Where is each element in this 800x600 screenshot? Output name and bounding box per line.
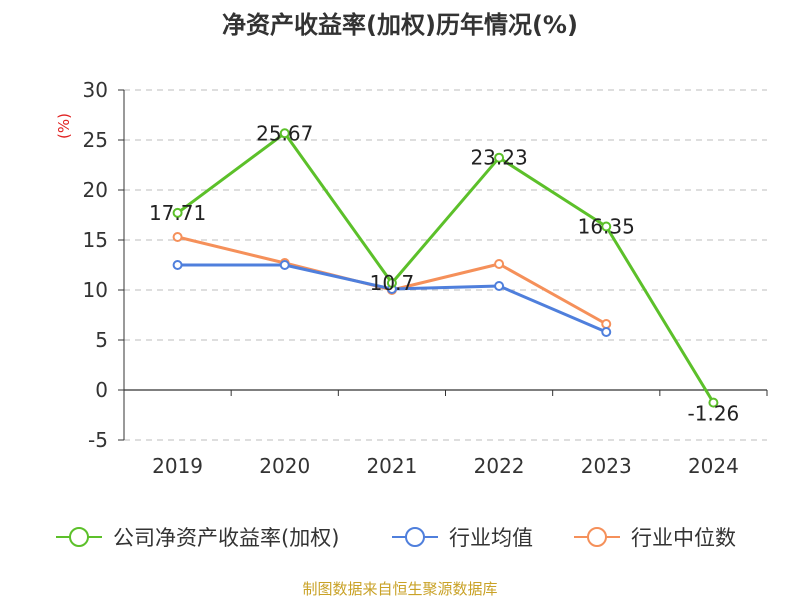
data-point bbox=[386, 278, 397, 288]
data-label: 25.67 bbox=[256, 121, 313, 145]
data-label: 10.7 bbox=[370, 271, 415, 295]
series-0 bbox=[172, 128, 719, 408]
x-tick-label: 2023 bbox=[581, 454, 632, 478]
legend-item-1[interactable]: 行业均值 bbox=[392, 526, 533, 550]
data-point bbox=[279, 128, 290, 139]
data-point bbox=[708, 397, 719, 408]
data-point bbox=[601, 221, 612, 232]
y-tick-label: 20 bbox=[83, 178, 108, 202]
data-point bbox=[601, 319, 612, 329]
data-point bbox=[172, 232, 183, 242]
grid bbox=[124, 89, 767, 441]
x-tick-label: 2019 bbox=[152, 454, 203, 478]
y-tick-label: 10 bbox=[83, 278, 108, 302]
series-layer bbox=[172, 128, 719, 408]
x-tick-label: 2024 bbox=[688, 454, 739, 478]
x-tick-label: 2022 bbox=[474, 454, 525, 478]
y-tick-label: 5 bbox=[95, 328, 108, 352]
legend-marker bbox=[69, 527, 89, 547]
data-label: -1.26 bbox=[688, 402, 740, 426]
legend-marker bbox=[587, 527, 607, 547]
data-point bbox=[172, 207, 183, 218]
data-point bbox=[172, 260, 183, 270]
data-point bbox=[494, 281, 505, 291]
source-note: 制图数据来自恒生聚源数据库 bbox=[302, 580, 497, 598]
data-label: 17.71 bbox=[149, 201, 206, 225]
legend-item-0[interactable]: 公司净资产收益率(加权) bbox=[56, 526, 339, 550]
series-line bbox=[176, 131, 715, 404]
y-tick-label: 0 bbox=[95, 378, 108, 402]
y-tick-label: 15 bbox=[83, 228, 108, 252]
legend-marker bbox=[405, 527, 425, 547]
data-label: 16.35 bbox=[578, 215, 635, 239]
data-point bbox=[494, 152, 505, 163]
data-point bbox=[494, 259, 505, 269]
data-labels: 17.71 25.67 10.7 23.23 16.35 -1.26 bbox=[149, 121, 739, 425]
y-tick-label: -5 bbox=[88, 428, 108, 452]
legend-label: 行业均值 bbox=[449, 526, 533, 550]
chart-title: 净资产收益率(加权)历年情况(%) bbox=[222, 11, 578, 39]
legend-label: 公司净资产收益率(加权) bbox=[113, 526, 339, 550]
y-axis-unit-label: (%) bbox=[55, 113, 73, 139]
data-label: 23.23 bbox=[470, 146, 527, 170]
x-tick-label: 2021 bbox=[366, 454, 417, 478]
legend-label: 行业中位数 bbox=[631, 526, 736, 550]
data-point bbox=[601, 327, 612, 337]
y-tick-label: 30 bbox=[83, 78, 108, 102]
legend[interactable]: 公司净资产收益率(加权) 行业均值 行业中位数 bbox=[56, 526, 736, 550]
data-point bbox=[279, 260, 290, 270]
x-tick-label: 2020 bbox=[259, 454, 310, 478]
y-tick-label: 25 bbox=[83, 128, 108, 152]
axes: 30 25 20 15 10 5 0 -5 2019 2020 2021 2022 2023 2024 bbox=[83, 78, 768, 478]
legend-item-2[interactable]: 行业中位数 bbox=[574, 526, 736, 550]
